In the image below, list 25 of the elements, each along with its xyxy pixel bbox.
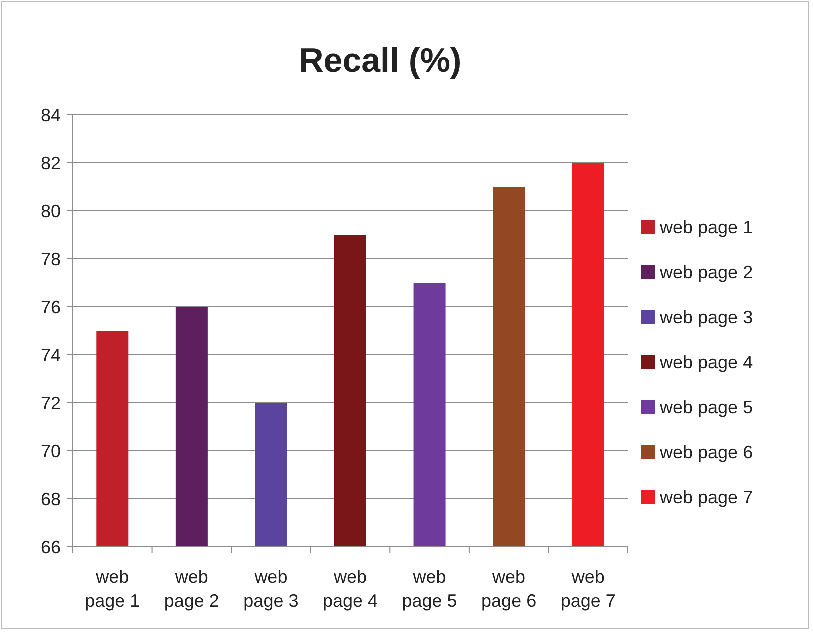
x-tick-label: web page 2 — [164, 567, 220, 611]
x-tick-label: web page 1 — [85, 567, 140, 611]
y-tick-label: 80 — [40, 201, 61, 222]
y-tick-label: 84 — [40, 105, 61, 126]
legend-label: web page 4 — [659, 352, 754, 372]
x-tick-label: web page 6 — [482, 567, 537, 611]
legend-label: web page 2 — [659, 262, 754, 282]
legend-label: web page 3 — [659, 307, 754, 328]
y-tick-label: 78 — [40, 249, 61, 270]
y-tick-label: 72 — [40, 393, 61, 414]
x-tick-label: web page 5 — [402, 567, 458, 611]
y-tick-label: 82 — [40, 153, 61, 174]
y-tick-label: 74 — [40, 345, 61, 366]
y-tick-label: 70 — [40, 441, 61, 462]
x-tick-label: web page 3 — [244, 567, 299, 611]
y-tick-label: 66 — [40, 537, 61, 558]
chart-title: Recall (%) — [299, 42, 462, 80]
legend-label: web page 5 — [659, 397, 754, 418]
legend-label: web page 1 — [659, 217, 754, 238]
x-tick-label: web page 4 — [322, 567, 378, 611]
y-tick-label: 68 — [40, 489, 61, 510]
legend-label: web page 6 — [659, 442, 754, 462]
x-tick-label: web page 7 — [560, 567, 616, 611]
legend-label: web page 7 — [659, 487, 754, 508]
y-tick-label: 76 — [40, 297, 61, 318]
